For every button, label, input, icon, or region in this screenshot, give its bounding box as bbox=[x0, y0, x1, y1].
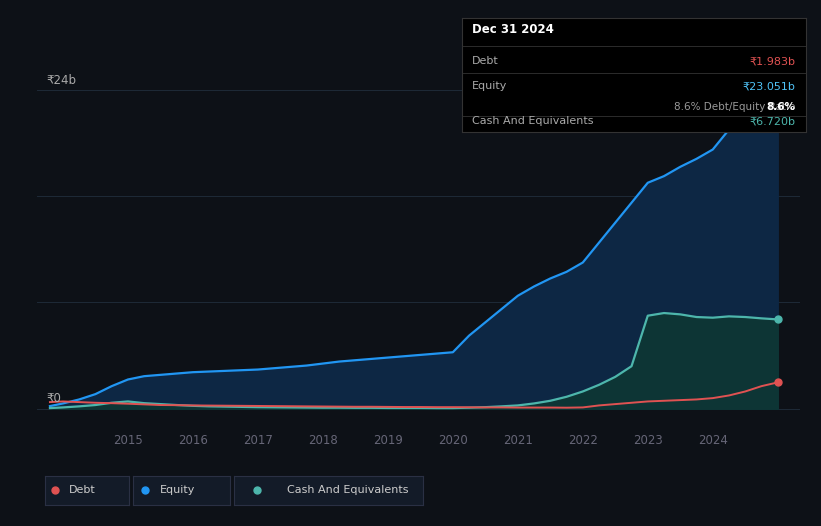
Text: 8.6% Debt/Equity Ratio: 8.6% Debt/Equity Ratio bbox=[674, 102, 796, 112]
Text: Equity: Equity bbox=[160, 485, 195, 495]
Text: Debt: Debt bbox=[69, 485, 95, 495]
Text: ₹6.720b: ₹6.720b bbox=[750, 116, 796, 126]
Text: Debt: Debt bbox=[472, 56, 499, 66]
Text: ₹1.983b: ₹1.983b bbox=[750, 56, 796, 66]
Text: Equity: Equity bbox=[472, 82, 507, 92]
Text: ₹23.051b: ₹23.051b bbox=[743, 82, 796, 92]
Text: ₹0: ₹0 bbox=[47, 392, 62, 405]
Text: Cash And Equivalents: Cash And Equivalents bbox=[472, 116, 594, 126]
Text: Cash And Equivalents: Cash And Equivalents bbox=[287, 485, 408, 495]
Text: 8.6%: 8.6% bbox=[767, 102, 796, 112]
Text: ₹24b: ₹24b bbox=[47, 74, 76, 87]
Text: Dec 31 2024: Dec 31 2024 bbox=[472, 23, 554, 36]
